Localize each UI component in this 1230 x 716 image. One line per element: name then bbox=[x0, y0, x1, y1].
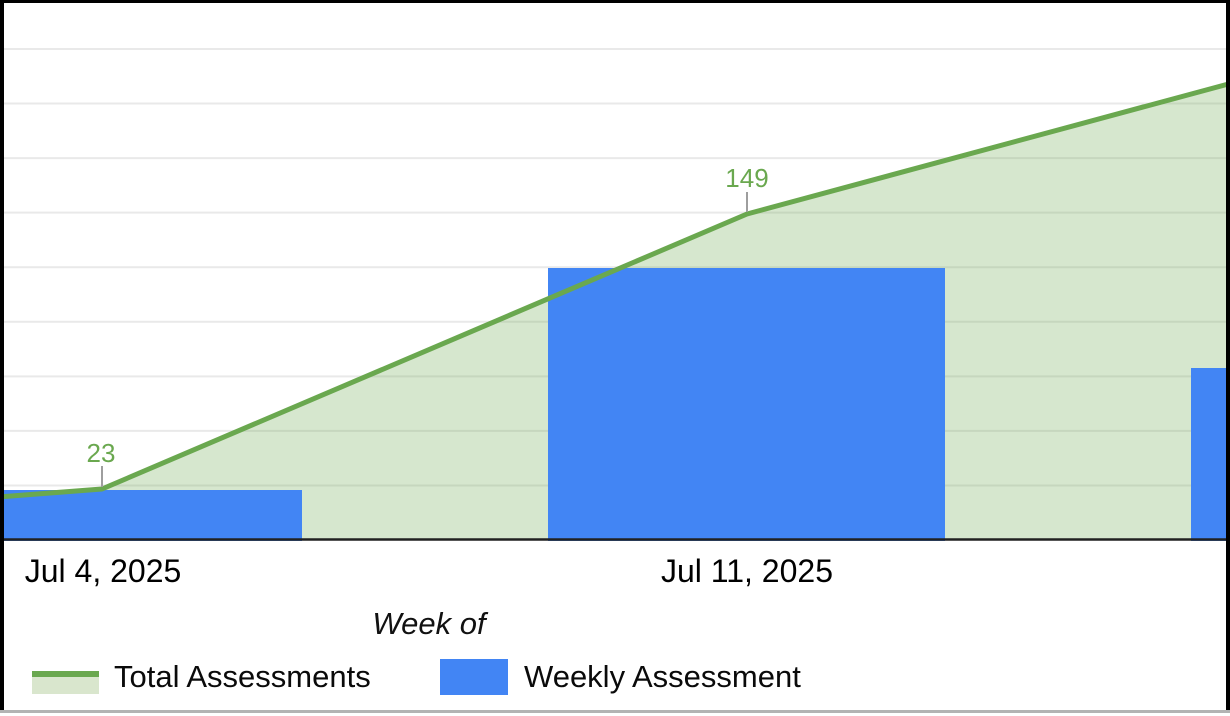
data-label-149: 149 bbox=[725, 163, 768, 193]
window-bottom-rule bbox=[0, 710, 1230, 713]
legend-swatch-weekly-assessment bbox=[440, 659, 508, 695]
legend-label-total-assessments: Total Assessments bbox=[114, 659, 371, 694]
x-tick-label-jul-4: Jul 4, 2025 bbox=[24, 553, 182, 589]
x-axis-title: Week of bbox=[372, 606, 486, 641]
legend-swatch-total-assessments bbox=[32, 671, 99, 694]
window-border-top bbox=[0, 0, 1230, 3]
window-border-left bbox=[0, 0, 4, 712]
window-border-right bbox=[1226, 0, 1230, 712]
weekly-assessment-bar-2 bbox=[1191, 368, 1230, 541]
weekly-assessment-bar-0 bbox=[0, 490, 302, 541]
x-tick-label-jul-11: Jul 11, 2025 bbox=[661, 553, 833, 589]
weekly-assessment-bar-1 bbox=[548, 268, 945, 541]
combo-chart-canvas: 23 149 bbox=[0, 47, 1230, 541]
legend-label-weekly-assessment: Weekly Assessment bbox=[524, 659, 801, 694]
data-label-23: 23 bbox=[87, 438, 116, 468]
legend-area-fill-swatch bbox=[32, 677, 99, 694]
total-assessments-line bbox=[0, 80, 1230, 500]
legend-line-swatch bbox=[32, 671, 99, 677]
